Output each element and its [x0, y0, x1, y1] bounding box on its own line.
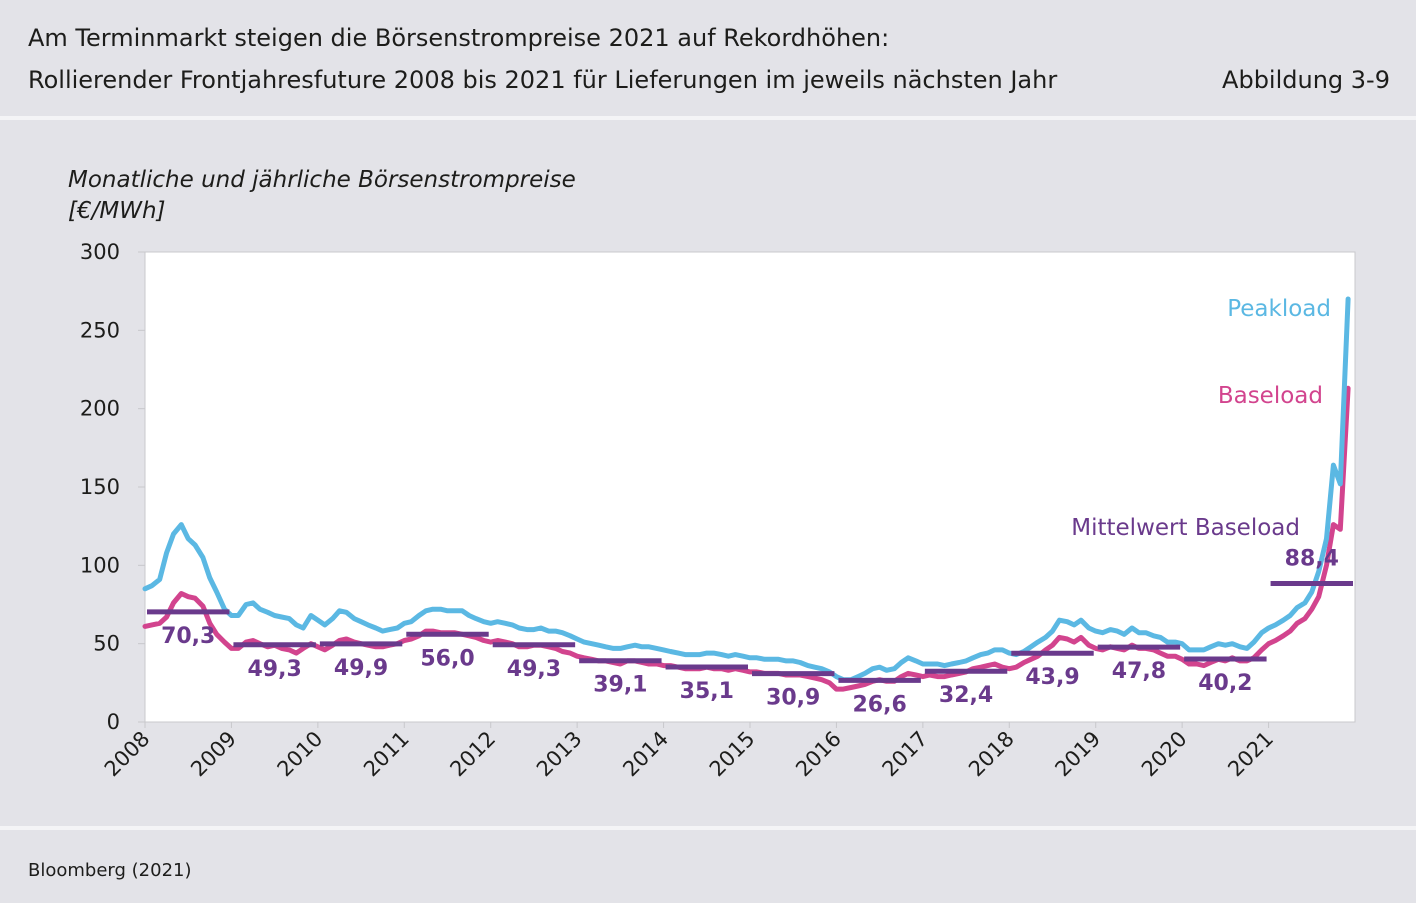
chart-title: Am Terminmarkt steigen die Börsenstrompr… [28, 24, 890, 52]
annual-mean-label: 32,4 [939, 683, 993, 708]
y-tick-label: 150 [80, 475, 120, 499]
x-tick-label: 2015 [705, 727, 760, 782]
y-tick-label: 100 [80, 553, 120, 577]
y-tick-label: 50 [93, 632, 120, 656]
y-tick-label: 250 [80, 318, 120, 342]
annual-mean-label: 47,8 [1112, 659, 1166, 684]
x-tick-label: 2012 [445, 727, 500, 782]
annual-mean-label: 30,9 [766, 686, 820, 711]
x-tick-label: 2014 [618, 727, 673, 782]
y-tick-label: 0 [107, 710, 120, 734]
annual-mean-label: 43,9 [1025, 665, 1079, 690]
x-tick-label: 2018 [964, 727, 1019, 782]
annual-mean-label: 35,1 [680, 679, 734, 704]
chart-subtitle: Rollierender Frontjahresfuture 2008 bis … [28, 66, 1058, 94]
annual-mean-label: 49,3 [248, 657, 302, 682]
x-tick-label: 2010 [273, 727, 328, 782]
x-tick-label: 2008 [100, 727, 155, 782]
x-tick-label: 2017 [878, 727, 933, 782]
bottom-divider [0, 826, 1416, 830]
y-axis-title-line1: Monatliche und jährliche Börsenstromprei… [68, 167, 576, 193]
x-tick-label: 2021 [1223, 727, 1278, 782]
annual-mean-label: 49,3 [507, 657, 561, 682]
x-tick-label: 2016 [791, 727, 846, 782]
y-tick-label: 300 [80, 240, 120, 264]
series-line-peakload [142, 296, 1351, 683]
annual-mean-label: 40,2 [1198, 671, 1252, 696]
annual-mean-label: 70,3 [161, 624, 215, 649]
source-note: Bloomberg (2021) [28, 860, 192, 881]
annual-mean-label: 56,0 [420, 646, 474, 671]
top-divider [0, 116, 1416, 120]
y-axis-title: Monatliche und jährliche Börsenstromprei… [68, 165, 576, 227]
legend-label-mean-baseload: Mittelwert Baseload [1071, 515, 1300, 541]
annual-mean-label: 26,6 [853, 692, 907, 717]
annual-mean-label: 39,1 [593, 673, 647, 698]
x-tick-label: 2011 [359, 727, 414, 782]
x-tick-label: 2020 [1137, 727, 1192, 782]
legend-label-peakload: Peakload [1227, 296, 1331, 322]
annual-mean-label: 49,9 [334, 656, 388, 681]
x-tick-label: 2009 [186, 727, 241, 782]
y-axis-unit: [€/MWh] [68, 198, 166, 224]
y-tick-label: 200 [80, 397, 120, 421]
header: Am Terminmarkt steigen die Börsenstrompr… [0, 0, 1416, 116]
figure-label: Abbildung 3-9 [1222, 66, 1390, 94]
annual-mean-label: 88,4 [1285, 547, 1339, 572]
x-tick-label: 2019 [1050, 727, 1105, 782]
x-tick-label: 2013 [532, 727, 587, 782]
legend-label-baseload: Baseload [1218, 383, 1323, 409]
